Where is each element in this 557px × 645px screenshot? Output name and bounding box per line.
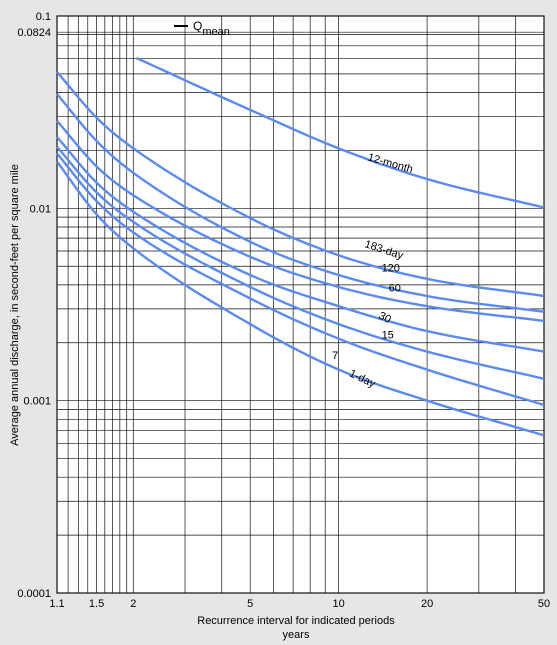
series-line-12-month — [135, 56, 545, 209]
series-layer — [56, 56, 545, 437]
x-tick-label: 50 — [538, 598, 550, 610]
tick-layer: 1.1 1.5 2 5 10 20 50 0.1 0.0824 0.01 0.001 0.0001 — [17, 11, 550, 610]
qmean-legend-subscript: mean — [202, 26, 230, 38]
series-line-1-day — [56, 160, 545, 437]
curve-label-120: 120 — [382, 262, 400, 274]
y-axis-title: Average annual discharge, in second-feet… — [9, 164, 21, 446]
y-tick-label: 0.1 — [36, 11, 51, 23]
plot-area — [56, 15, 545, 594]
qmean-legend-text: Qmean — [193, 19, 230, 38]
curve-label-60: 60 — [389, 282, 401, 294]
x-tick-label: 1.1 — [49, 598, 64, 610]
series-line-15 — [56, 146, 545, 380]
series-line-120 — [56, 93, 545, 313]
series-line-7 — [56, 152, 545, 407]
qmean-legend-symbol: Q — [193, 19, 202, 33]
curve-label-15: 15 — [382, 330, 394, 342]
grid — [56, 15, 545, 594]
x-tick-label: 10 — [333, 598, 345, 610]
series-line-30 — [56, 136, 545, 353]
x-tick-label: 20 — [421, 598, 433, 610]
x-axis-title-line2: years — [283, 629, 310, 641]
x-tick-label: 5 — [247, 598, 253, 610]
y-tick-label: 0.0824 — [17, 27, 51, 39]
y-tick-label: 0.0001 — [17, 588, 51, 600]
x-tick-label: 2 — [130, 598, 136, 610]
x-axis-title-line1: Recurrence interval for indicated period… — [197, 615, 395, 627]
x-tick-label: 1.5 — [89, 598, 104, 610]
series-line-183-day — [56, 71, 545, 298]
y-tick-label: 0.01 — [30, 203, 51, 215]
series-line-60 — [56, 120, 545, 323]
qmean-legend: Qmean — [174, 19, 230, 38]
curve-label-7: 7 — [332, 350, 338, 362]
curve-label-30: 30 — [376, 310, 392, 326]
y-tick-label: 0.001 — [23, 396, 51, 408]
